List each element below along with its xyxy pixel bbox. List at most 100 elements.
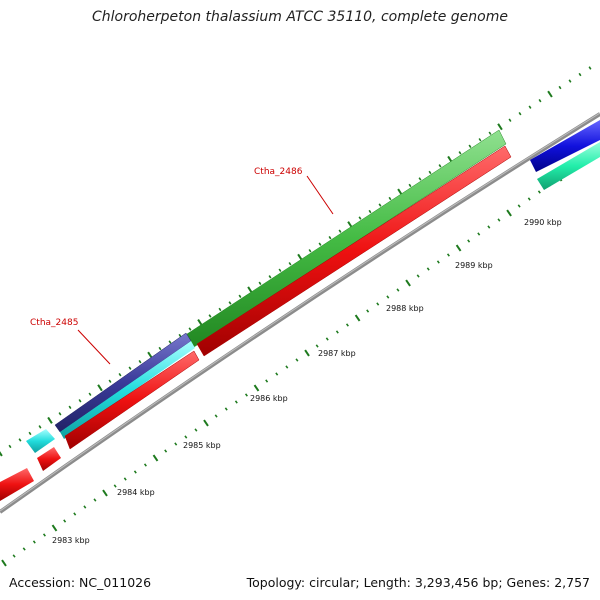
minor-tick [174, 442, 178, 446]
major-tick [152, 454, 159, 462]
minor-tick [436, 260, 440, 264]
minor-tick [168, 340, 172, 344]
minor-tick [138, 359, 142, 364]
major-tick [547, 90, 553, 98]
kbp-label-2988: 2988 kbp [386, 304, 424, 313]
minor-tick [128, 366, 132, 370]
minor-tick [558, 85, 562, 90]
teal-feature [537, 142, 600, 190]
minor-tick [537, 190, 541, 194]
minor-tick [88, 392, 92, 396]
minor-tick [93, 498, 97, 502]
cyan-small-feature [26, 429, 55, 453]
kbp-label-2987: 2987 kbp [318, 349, 356, 358]
major-tick [47, 416, 53, 424]
minor-tick [527, 197, 531, 201]
minor-tick [518, 111, 522, 116]
major-tick [1, 559, 7, 567]
minor-tick [224, 407, 228, 411]
red-feature-edge [0, 468, 34, 501]
minor-tick [208, 314, 212, 318]
minor-tick [63, 519, 67, 523]
minor-tick [68, 405, 72, 410]
minor-tick [488, 131, 492, 135]
major-tick [97, 384, 103, 392]
major-tick [304, 349, 310, 357]
minor-tick [265, 379, 269, 383]
minor-tick [188, 327, 192, 331]
minor-tick [158, 346, 162, 351]
minor-tick [244, 393, 248, 397]
minor-tick [416, 274, 420, 278]
topology-summary: Topology: circular; Length: 3,293,456 bp… [246, 575, 590, 590]
minor-tick [467, 239, 471, 243]
minor-tick [418, 177, 422, 181]
map-title: Chloroherpeton thalassium ATCC 35110, co… [92, 9, 508, 25]
minor-tick [325, 337, 329, 341]
minor-tick [408, 183, 412, 188]
minor-tick [338, 229, 342, 233]
minor-tick [83, 505, 87, 509]
minor-tick [368, 209, 372, 214]
leader-line-ctha-2485 [77, 329, 111, 365]
cyan-feature [60, 341, 195, 439]
minor-tick [42, 533, 46, 537]
minor-tick [184, 435, 188, 439]
minor-tick [108, 379, 112, 383]
minor-tick [308, 249, 312, 253]
minor-tick [428, 170, 432, 175]
red-feature-large [196, 145, 512, 357]
inner-tick-ring [1, 148, 600, 567]
minor-tick [288, 262, 292, 266]
minor-tick [487, 225, 491, 229]
red-feature-small [37, 447, 61, 471]
gene-ctha-2486-feature [186, 129, 507, 348]
minor-tick [58, 412, 62, 416]
minor-tick [426, 267, 430, 271]
minor-tick [517, 204, 521, 208]
major-tick [506, 209, 512, 217]
leader-line-ctha-2486 [306, 175, 334, 215]
minor-tick [275, 372, 279, 376]
reverse-strand-features [0, 120, 600, 501]
minor-tick [234, 400, 238, 404]
minor-tick [38, 425, 42, 429]
minor-tick [78, 399, 82, 403]
minor-tick [123, 477, 127, 481]
major-tick [405, 279, 411, 287]
major-tick [203, 419, 209, 427]
major-tick [147, 351, 153, 359]
genome-backbone [0, 112, 600, 514]
minor-tick [458, 151, 462, 155]
minor-tick [378, 203, 382, 207]
kbp-label-2984: 2984 kbp [117, 488, 155, 497]
minor-tick [315, 344, 319, 348]
minor-tick [12, 554, 16, 558]
minor-tick [113, 484, 117, 488]
forward-strand-features [26, 129, 600, 453]
minor-tick [388, 196, 392, 201]
minor-tick [143, 463, 147, 467]
kbp-label-2983: 2983 kbp [52, 536, 90, 545]
minor-tick [18, 438, 22, 442]
minor-tick [228, 301, 232, 305]
minor-tick [118, 372, 122, 377]
minor-tick [468, 144, 472, 149]
minor-tick [32, 540, 36, 544]
gene-label-ctha-2485[interactable]: Ctha_2485 [30, 318, 78, 328]
gene-label-ctha-2486[interactable]: Ctha_2486 [254, 167, 303, 177]
minor-tick [73, 512, 77, 516]
minor-tick [345, 323, 349, 327]
minor-tick [538, 98, 542, 103]
minor-tick [22, 547, 26, 551]
minor-tick [588, 66, 592, 70]
minor-tick [335, 330, 339, 334]
minor-tick [218, 307, 222, 312]
major-tick [102, 489, 108, 497]
minor-tick [578, 72, 582, 77]
outer-tick-ring [0, 66, 592, 457]
major-tick [354, 314, 361, 322]
kbp-label-2989: 2989 kbp [455, 261, 493, 270]
minor-tick [178, 333, 182, 338]
